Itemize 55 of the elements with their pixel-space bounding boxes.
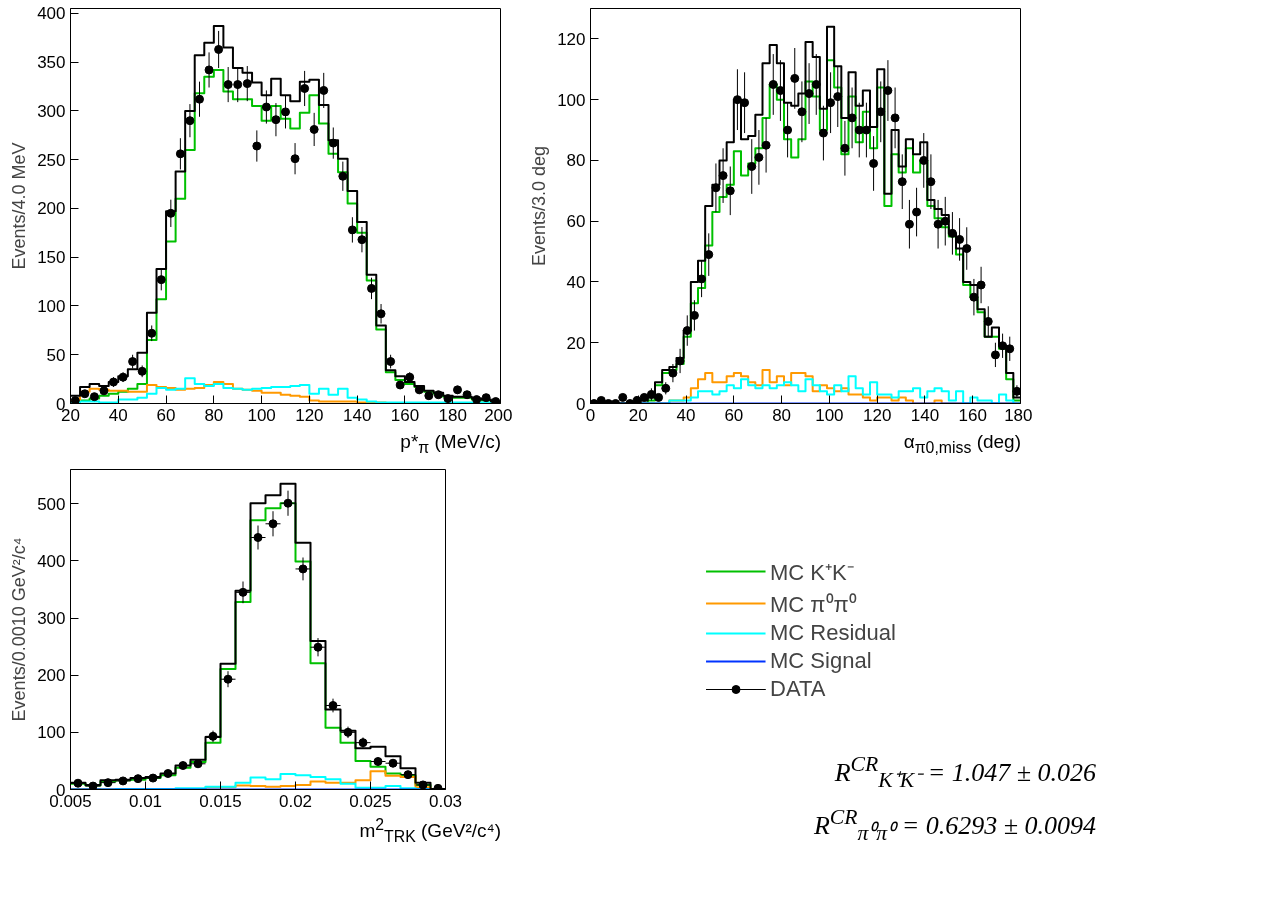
legend-label: MC π⁰π⁰ bbox=[770, 591, 857, 618]
x-tick-label: 160 bbox=[390, 405, 420, 425]
text: R$^{CR}$$_{π⁰π⁰}$ = 0.6293 ± 0.0094 bbox=[813, 804, 1096, 845]
y-tick-label: 250 bbox=[37, 150, 66, 170]
y-tick-label: 120 bbox=[557, 29, 586, 49]
y-axis-title: Events/4.0 MeV bbox=[9, 142, 30, 270]
y-tick-label: 60 bbox=[566, 212, 586, 232]
x-tick-label: 0.01 bbox=[128, 791, 163, 811]
x-tick-label: 40 bbox=[108, 405, 128, 425]
x-tick-label: 100 bbox=[815, 405, 844, 425]
y-tick-label: 50 bbox=[46, 345, 66, 365]
y-tick-label: 100 bbox=[557, 90, 586, 110]
x-tick-label: 80 bbox=[204, 405, 224, 425]
x-tick-label: 0.03 bbox=[428, 791, 463, 811]
x-tick-label: 80 bbox=[772, 405, 792, 425]
y-tick-label: 100 bbox=[37, 296, 66, 316]
y-tick-label: 100 bbox=[37, 723, 66, 743]
y-tick-label: 150 bbox=[37, 248, 66, 268]
x-tick-label: 0.025 bbox=[349, 791, 392, 811]
x-tick-label: 100 bbox=[247, 405, 276, 425]
x-tick-label: 140 bbox=[910, 405, 940, 425]
x-tick-label: 160 bbox=[958, 405, 987, 425]
x-axis-title: p*$_{π}$ (MeV/c) bbox=[400, 430, 501, 458]
y-axis-title: Events/3.0 deg bbox=[529, 145, 550, 267]
x-axis-title: α$_{π0,miss}$ (deg) bbox=[903, 430, 1021, 458]
y-tick-label: 300 bbox=[37, 101, 66, 121]
text: R$^{CR}$$_{K⁺K⁻}$ = 1.047 ± 0.026 bbox=[834, 752, 1096, 792]
x-tick-label: 0.02 bbox=[278, 791, 313, 811]
x-tick-label: 120 bbox=[862, 405, 892, 425]
y-tick-label: 350 bbox=[37, 53, 66, 73]
legend-label: MC Residual bbox=[770, 620, 896, 646]
y-tick-label: 500 bbox=[37, 494, 66, 514]
y-tick-label: 400 bbox=[37, 551, 66, 571]
y-axis-title: Events/0.0010 GeV²/c⁴ bbox=[9, 537, 30, 722]
y-tick-label: 80 bbox=[566, 151, 586, 171]
y-tick-label: 40 bbox=[566, 272, 586, 292]
legend-label: DATA bbox=[770, 676, 826, 702]
x-tick-label: 180 bbox=[1004, 405, 1033, 425]
x-tick-label: 20 bbox=[628, 405, 648, 425]
x-tick-label: 60 bbox=[724, 405, 744, 425]
legend-label: MC Signal bbox=[770, 648, 872, 674]
y-tick-label: 200 bbox=[37, 666, 66, 686]
y-tick-label: 300 bbox=[37, 609, 66, 629]
x-tick-label: 60 bbox=[156, 405, 176, 425]
y-tick-label: 400 bbox=[37, 4, 66, 24]
legend-label: MC K⁺K⁻ bbox=[770, 559, 854, 586]
x-tick-label: 200 bbox=[484, 405, 513, 425]
x-tick-label: 120 bbox=[295, 405, 324, 425]
x-axis-title: m$^{2}$$_{TRK}$ (GeV²/c⁴) bbox=[359, 815, 501, 848]
x-tick-label: 40 bbox=[676, 405, 696, 425]
x-tick-label: 140 bbox=[342, 405, 372, 425]
x-tick-label: 180 bbox=[438, 405, 467, 425]
y-tick-label: 200 bbox=[37, 199, 66, 219]
y-tick-label: 20 bbox=[566, 333, 586, 353]
x-tick-label: 0.015 bbox=[199, 791, 242, 811]
